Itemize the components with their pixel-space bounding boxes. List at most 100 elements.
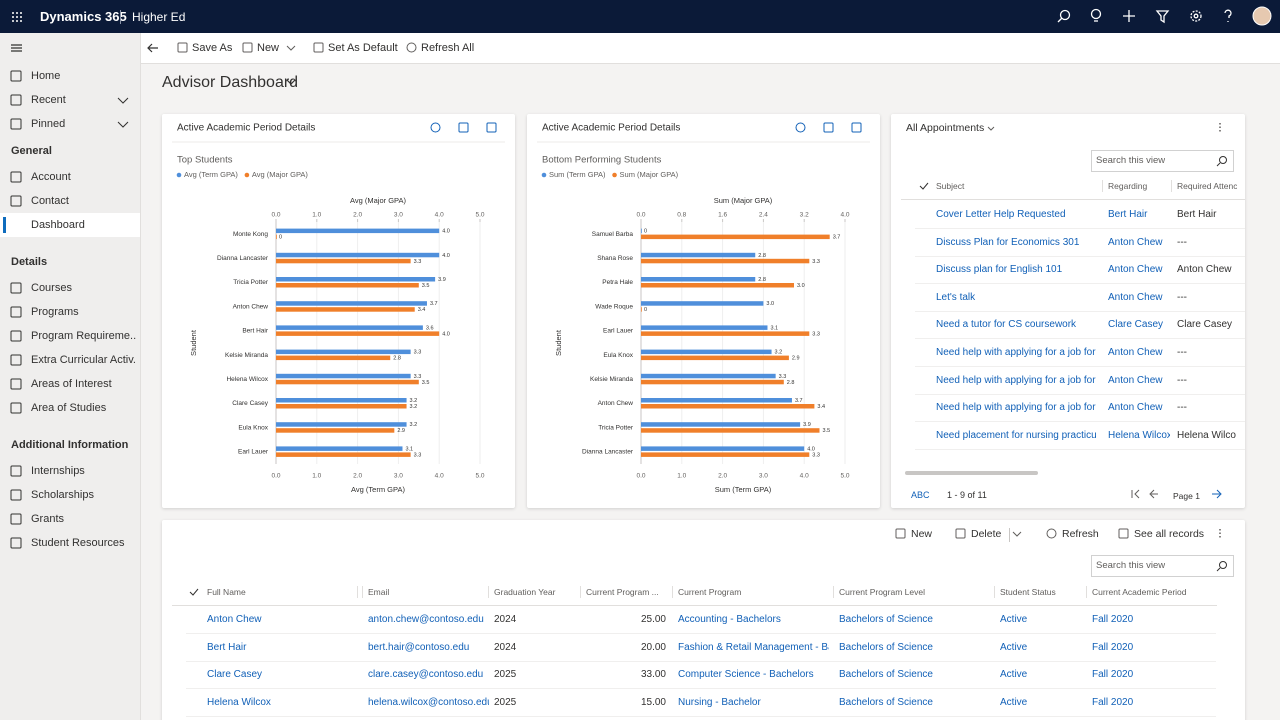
legend-label: Sum (Major GPA) xyxy=(620,170,679,179)
command-button[interactable]: Save As xyxy=(192,42,233,54)
cell[interactable]: anton.chew@contoso.edu xyxy=(368,614,484,625)
value-label: 3.9 xyxy=(803,422,811,428)
nav-item[interactable]: Program Requireme... xyxy=(31,330,136,342)
nav-item[interactable]: Areas of Interest xyxy=(31,378,112,390)
cell[interactable]: Fall 2020 xyxy=(1092,641,1134,653)
bar xyxy=(641,452,810,457)
cell[interactable]: Let's talk xyxy=(936,291,976,303)
command-button[interactable]: Refresh xyxy=(1062,528,1099,540)
column-header[interactable]: Current Program Level xyxy=(839,587,925,597)
cell[interactable]: Fall 2020 xyxy=(1092,614,1134,625)
cell[interactable]: bert.hair@contoso.edu xyxy=(368,641,470,653)
cell: Bert Hair xyxy=(1177,209,1217,220)
cell[interactable]: Active xyxy=(1000,641,1028,653)
cell[interactable]: Fashion & Retail Management - Bach xyxy=(678,641,829,653)
cell[interactable]: Anton Chew xyxy=(1108,374,1163,386)
column-header[interactable]: Current Academic Period xyxy=(1092,587,1187,597)
cell[interactable]: Anton Chew xyxy=(207,614,262,625)
column-header[interactable]: Required Attenc xyxy=(1177,181,1237,191)
cell[interactable]: Fall 2020 xyxy=(1092,669,1134,681)
cell[interactable]: Bert Hair xyxy=(1108,209,1148,220)
column-header[interactable]: Graduation Year xyxy=(494,587,556,597)
column-header[interactable]: Current Program ... xyxy=(586,587,659,597)
area-name[interactable]: Higher Ed xyxy=(132,10,186,24)
cell[interactable]: Need help with applying for a job for th xyxy=(936,347,1096,358)
cell[interactable]: clare.casey@contoso.edu xyxy=(368,669,484,681)
nav-item[interactable]: Grants xyxy=(31,513,65,525)
cell[interactable]: Bachelors of Science xyxy=(839,669,933,681)
cell[interactable]: Anton Chew xyxy=(1108,236,1163,248)
cell[interactable]: Anton Chew xyxy=(1108,291,1163,303)
cell[interactable]: Bachelors of Science xyxy=(839,614,933,625)
nav-item[interactable]: Pinned xyxy=(31,118,66,130)
cell[interactable]: Helena Wilcox. xyxy=(1108,429,1170,441)
cell[interactable]: Anton Chew xyxy=(1108,402,1163,414)
nav-item[interactable]: Scholarships xyxy=(31,489,94,501)
y-tick-label: Dianna Lancaster xyxy=(217,255,269,262)
chart-title: Bottom Performing Students xyxy=(542,155,662,166)
row-line xyxy=(915,393,1245,395)
cell[interactable]: Need help with applying for a job for th xyxy=(936,402,1096,414)
cell[interactable]: Bert Hair xyxy=(207,641,247,653)
cell: Anton Chew xyxy=(1177,264,1232,276)
cell[interactable]: Need help with applying for a job for th xyxy=(936,374,1096,386)
nav-group-title: General xyxy=(11,145,52,157)
cell[interactable]: Active xyxy=(1000,669,1028,681)
command-button[interactable]: Delete xyxy=(971,528,1002,540)
nav-item[interactable]: Courses xyxy=(31,282,72,294)
cell[interactable]: Cover Letter Help Requested xyxy=(936,209,1066,220)
cell[interactable]: Discuss Plan for Economics 301 xyxy=(936,236,1080,248)
cell[interactable]: Clare Casey xyxy=(1108,319,1164,331)
command-button[interactable]: Refresh All xyxy=(421,42,475,54)
bar xyxy=(276,301,427,306)
command-button[interactable]: New xyxy=(257,42,280,54)
x-tick-label: 4.0 xyxy=(800,473,809,480)
command-button[interactable]: Set As Default xyxy=(328,42,398,54)
cell[interactable]: Helena Wilcox xyxy=(207,696,271,708)
column-header[interactable]: Full Name xyxy=(207,587,246,597)
cell[interactable]: Computer Science - Bachelors xyxy=(678,669,814,681)
command-button[interactable]: See all records xyxy=(1134,528,1205,540)
cell[interactable]: helena.wilcox@contoso.edu. xyxy=(368,696,489,708)
panel-title[interactable]: All Appointments xyxy=(906,122,985,134)
cell[interactable]: Fall 2020 xyxy=(1092,696,1134,708)
jump-bar[interactable]: ABC xyxy=(911,490,930,500)
nav-item[interactable]: Dashboard xyxy=(31,219,85,231)
nav-item[interactable]: Recent xyxy=(31,94,66,106)
cell[interactable]: Active xyxy=(1000,614,1028,625)
nav-item[interactable]: Internships xyxy=(31,465,85,477)
dashboard-title[interactable]: Advisor Dashboard xyxy=(162,74,299,91)
column-header[interactable]: Regarding xyxy=(1108,181,1148,191)
cell[interactable]: Accounting - Bachelors xyxy=(678,614,781,625)
nav-item[interactable]: Account xyxy=(31,171,71,183)
column-header[interactable]: Student Status xyxy=(1000,587,1056,597)
nav-item[interactable]: Contact xyxy=(31,195,69,207)
cell[interactable]: Active xyxy=(1000,696,1028,708)
cell[interactable]: Anton Chew xyxy=(1108,347,1163,358)
cell[interactable]: Discuss plan for English 101 xyxy=(936,264,1063,276)
column-header[interactable]: Email xyxy=(368,587,390,597)
nav-item[interactable]: Student Resources xyxy=(31,537,125,549)
nav-item[interactable]: Extra Curricular Activ... xyxy=(31,354,136,366)
x-axis-title: Sum (Term GPA) xyxy=(715,485,772,494)
value-label: 3.5 xyxy=(422,283,430,289)
column-header[interactable]: Current Program xyxy=(678,587,742,597)
cell[interactable]: Nursing - Bachelor xyxy=(678,696,761,708)
command-button[interactable]: New xyxy=(911,528,933,540)
nav-item[interactable]: Programs xyxy=(31,306,79,318)
cell[interactable]: Anton Chew xyxy=(1108,264,1163,276)
nav-item[interactable]: Area of Studies xyxy=(31,402,107,414)
cell[interactable]: Bachelors of Science xyxy=(839,696,933,708)
column-divider xyxy=(488,586,489,598)
cell[interactable]: Clare Casey xyxy=(207,669,263,681)
bar xyxy=(641,283,794,288)
cell[interactable]: Need placement for nursing practicum. xyxy=(936,429,1096,441)
cell[interactable]: Bachelors of Science xyxy=(839,641,933,653)
app-name[interactable]: Dynamics 365 xyxy=(40,9,127,24)
y-tick-label: Wade Roque xyxy=(595,303,633,310)
y-axis-title: Student xyxy=(554,329,563,356)
nav-item[interactable]: Home xyxy=(31,70,61,82)
column-header[interactable]: Subject xyxy=(936,181,965,191)
top-bar xyxy=(0,0,1280,33)
cell[interactable]: Need a tutor for CS coursework xyxy=(936,319,1077,331)
